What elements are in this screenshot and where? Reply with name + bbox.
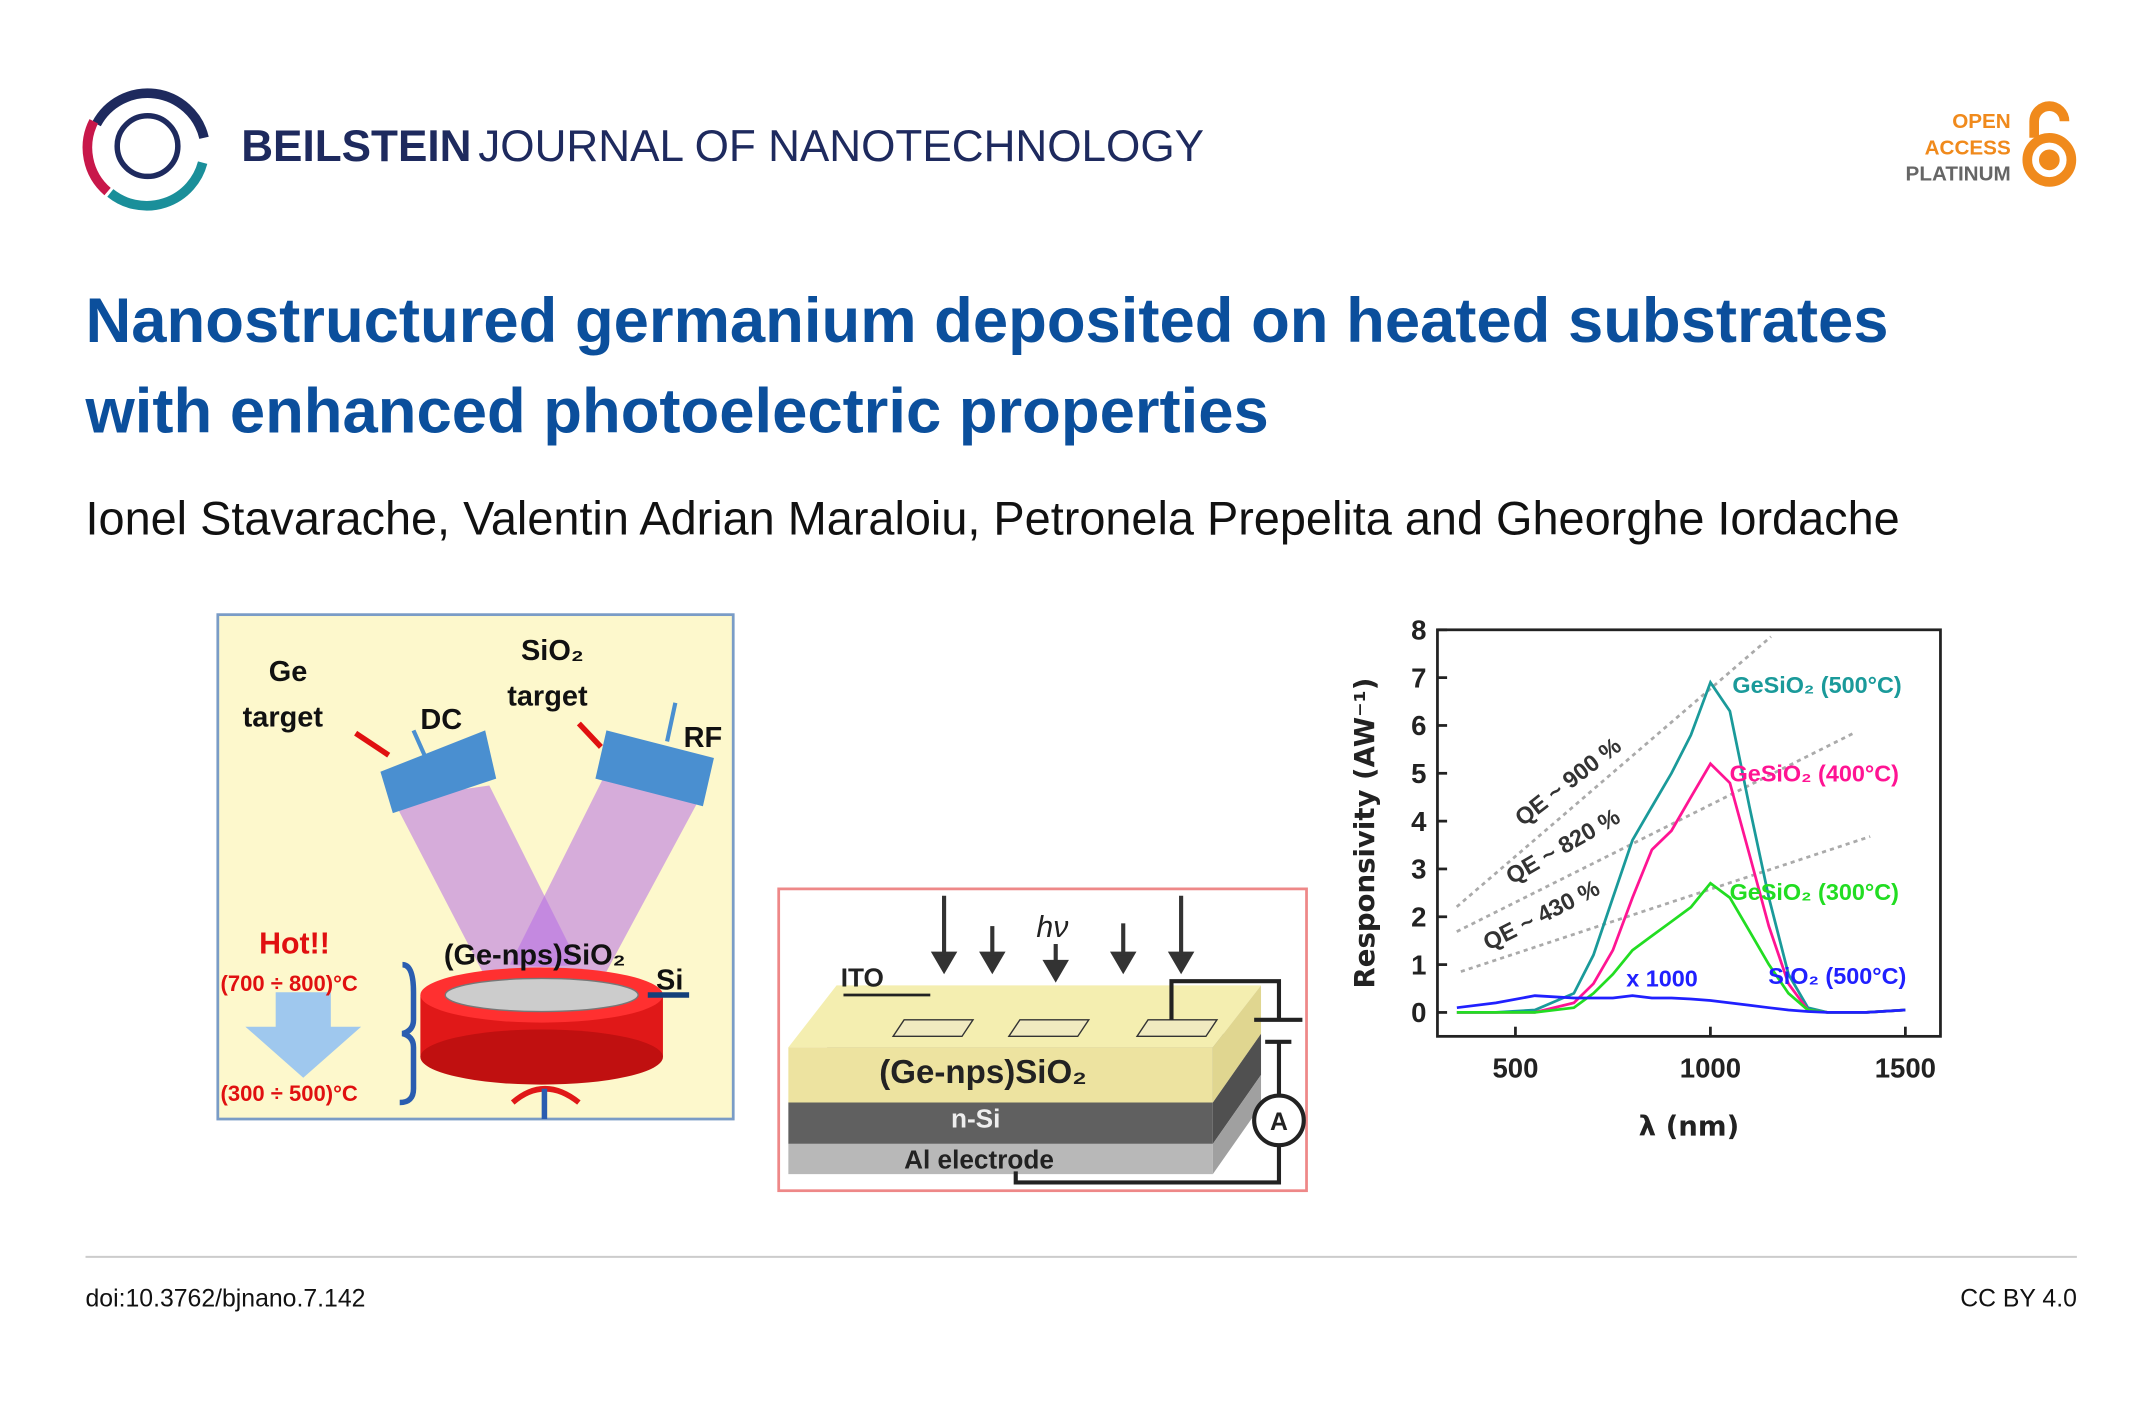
journal-logo — [82, 88, 209, 211]
label: Al electrode — [904, 1145, 1054, 1175]
scale-note: x 1000 — [1626, 966, 1698, 992]
series-label: GeSiO₂ (500°C) — [1732, 672, 1901, 698]
x-tick-label: 500 — [1492, 1053, 1538, 1084]
label: Hot!! — [259, 928, 330, 961]
y-tick-label: 6 — [1411, 710, 1426, 741]
series-label: GeSiO₂ (300°C) — [1730, 879, 1899, 905]
label: (300 ÷ 500)°C — [221, 1081, 358, 1106]
label: (Ge-nps)SiO₂ — [879, 1054, 1087, 1091]
y-tick-label: 7 — [1411, 662, 1426, 693]
y-tick-label: 4 — [1411, 806, 1427, 837]
title-line: Nanostructured germanium deposited on he… — [86, 286, 1889, 356]
x-tick-label: 1000 — [1680, 1053, 1741, 1084]
responsivity-chart: 0 1 2 3 4 5 6 7 8 500 1000 1500 λ (nm) Responsivity (… — [1349, 614, 1942, 1143]
open-access-icon — [2022, 101, 2077, 187]
y-tick-label: 3 — [1411, 854, 1426, 885]
y-tick-label: 0 — [1411, 997, 1426, 1028]
label: ITO — [841, 963, 884, 993]
label: SiO₂ — [521, 635, 584, 667]
qe-label: QE ~ 430 % — [1479, 875, 1604, 956]
series-label: SiO₂ (500°C) — [1768, 963, 1906, 989]
x-tick-label: 1500 — [1875, 1053, 1936, 1084]
y-tick-label: 8 — [1411, 614, 1426, 645]
badge-text: ACCESS — [1925, 136, 2011, 159]
label: target — [243, 701, 324, 733]
journal-name: JOURNAL OF NANOTECHNOLOGY — [478, 122, 1204, 171]
y-tick-label: 1 — [1411, 949, 1426, 980]
device-diagram: hν ITO (Ge-nps)SiO₂ n-Si Al electrode A — [777, 887, 1308, 1193]
label: Ge — [269, 656, 308, 688]
y-axis-label: Responsivity (AW⁻¹) — [1349, 678, 1381, 989]
label: Si — [656, 964, 683, 996]
y-tick-label: 5 — [1411, 758, 1426, 789]
label: (Ge-nps)SiO₂ — [444, 940, 626, 972]
brand: BEILSTEIN — [241, 122, 471, 171]
series-line — [1456, 994, 1906, 1014]
x-axis-label: λ (nm) — [1639, 1111, 1740, 1143]
badge-text: OPEN — [1952, 110, 2011, 133]
series-line — [1456, 679, 1906, 1014]
deposition-diagram: Ge target DC SiO₂ target RF (Ge-nps)SiO₂… — [216, 613, 735, 1121]
authors: Ionel Stavarache, Valentin Adrian Maralo… — [86, 493, 1900, 545]
label: RF — [684, 722, 723, 754]
series-line — [1456, 881, 1906, 1014]
y-tick-label: 2 — [1411, 901, 1426, 932]
label: target — [507, 681, 588, 713]
qe-guide — [1455, 635, 1772, 908]
label: n-Si — [951, 1103, 1000, 1133]
series-label: GeSiO₂ (400°C) — [1730, 760, 1899, 786]
qe-guide — [1460, 835, 1871, 973]
label: DC — [420, 704, 462, 736]
label: hν — [1036, 911, 1068, 944]
doi: doi:10.3762/bjnano.7.142 — [86, 1285, 366, 1312]
title-line: with enhanced photoelectric properties — [85, 377, 1269, 447]
license: CC BY 4.0 — [1960, 1285, 2077, 1312]
label: A — [1270, 1109, 1288, 1136]
badge-text: PLATINUM — [1906, 163, 2011, 186]
plot-frame — [1436, 628, 1942, 1038]
label: (700 ÷ 800)°C — [221, 971, 358, 996]
